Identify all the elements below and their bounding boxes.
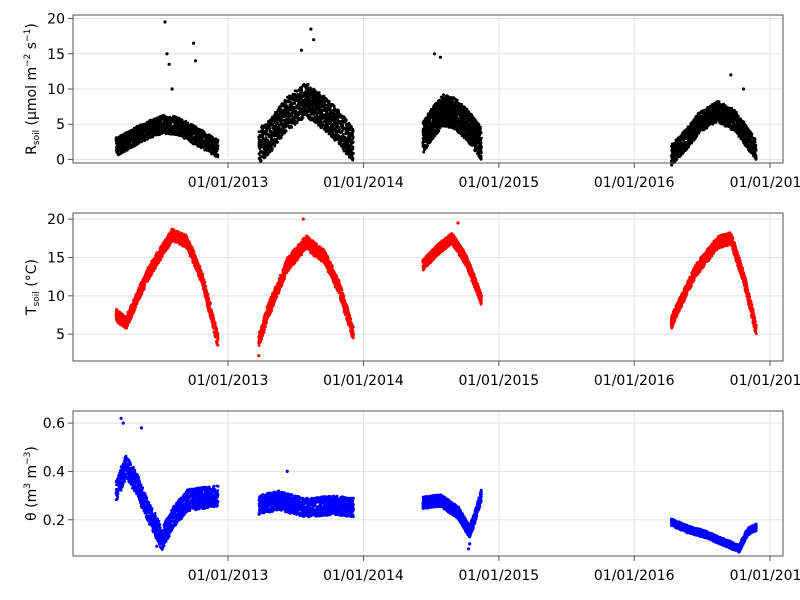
soil-respiration-point-4209 bbox=[432, 52, 437, 56]
soil-respiration-point-2923 bbox=[426, 144, 429, 148]
panel-soil-respiration: 01/01/2013 01/01/2014 01/01/2015 01/01/2016… bbox=[23, 12, 800, 191]
soil-respiration-points bbox=[114, 20, 758, 167]
soil-respiration-point-4187 bbox=[478, 127, 482, 131]
soil-respiration-point-1936 bbox=[293, 102, 297, 105]
soil-respiration-point-1648 bbox=[273, 143, 277, 147]
soil-respiration-point-1889 bbox=[290, 126, 293, 129]
soil-respiration-point-2699 bbox=[344, 118, 348, 122]
soil-respiration-point-1531 bbox=[266, 138, 270, 142]
soil-respiration-point-2229 bbox=[312, 88, 316, 92]
soil-respiration-point-2805 bbox=[351, 157, 355, 160]
soil-respiration-point-2800 bbox=[351, 137, 355, 141]
soil-respiration-point-2601 bbox=[338, 128, 341, 131]
soil-respiration-point-2807 bbox=[312, 38, 316, 42]
soil-respiration-point-2453 bbox=[327, 99, 331, 103]
soil-respiration-point-1399 bbox=[216, 139, 220, 143]
soil-respiration-point-4201 bbox=[479, 130, 483, 134]
soil-respiration-point-2654 bbox=[341, 132, 345, 136]
soil-respiration-point-4208 bbox=[480, 151, 483, 155]
soil-respiration-point-4206 bbox=[480, 145, 483, 149]
soil-respiration-point-1394 bbox=[216, 154, 220, 158]
soil-respiration-point-443 bbox=[146, 128, 150, 132]
soil-respiration-point-4202 bbox=[480, 136, 483, 140]
soil-respiration-point-3635 bbox=[455, 98, 459, 102]
soil-respiration-point-4204 bbox=[479, 141, 483, 145]
soil-respiration-point-1683 bbox=[275, 140, 279, 144]
soil-respiration-point-2055 bbox=[301, 116, 305, 119]
soil-respiration-point-1540 bbox=[266, 153, 269, 157]
soil-respiration-point-1606 bbox=[270, 147, 274, 151]
soil-respiration-point-2806 bbox=[309, 27, 313, 31]
soil-respiration-point-1613 bbox=[271, 122, 275, 126]
soil-respiration-point-1402 bbox=[167, 62, 171, 66]
soil-respiration-point-1405 bbox=[194, 59, 198, 63]
soil-respiration-point-1739 bbox=[279, 136, 283, 140]
soil-respiration-point-1502 bbox=[263, 155, 267, 159]
soil-respiration-point-1404 bbox=[192, 41, 196, 45]
soil-respiration-point-2832 bbox=[422, 150, 426, 154]
soil-respiration-point-2804 bbox=[351, 140, 355, 144]
soil-respiration-point-1439 bbox=[259, 159, 263, 162]
soil-respiration-point-2651 bbox=[341, 123, 344, 127]
soil-respiration-point-2293 bbox=[317, 91, 321, 94]
soil-respiration-point-1298 bbox=[208, 150, 212, 153]
soil-respiration-point-1525 bbox=[265, 128, 268, 132]
soil-respiration-point-2802 bbox=[351, 129, 355, 133]
soil-respiration-point-4167 bbox=[478, 133, 482, 137]
soil-respiration-point-1809 bbox=[284, 129, 288, 133]
soil-respiration-point-2130 bbox=[306, 83, 310, 86]
soil-respiration-point-3063 bbox=[431, 117, 435, 121]
soil-respiration-point-2389 bbox=[324, 106, 327, 110]
soil-respiration-point-4207 bbox=[479, 157, 483, 161]
soil-respiration-point-2798 bbox=[351, 147, 355, 151]
soil-respiration-point-4210 bbox=[438, 55, 442, 59]
soil-respiration-point-2803 bbox=[352, 151, 355, 155]
soil-respiration-point-4634 bbox=[695, 134, 699, 138]
soil-respiration-point-1403 bbox=[170, 87, 174, 91]
soil-respiration-point-1400 bbox=[163, 20, 167, 24]
soil-respiration-point-2808 bbox=[299, 48, 303, 52]
soil-respiration-point-3305 bbox=[442, 93, 445, 97]
soil-respiration-point-1401 bbox=[165, 52, 169, 56]
soil-respiration-point-201 bbox=[128, 142, 132, 146]
soil-respiration-point-1398 bbox=[216, 144, 220, 148]
soil-respiration-point-2327 bbox=[320, 120, 323, 123]
soil-respiration-point-4198 bbox=[479, 154, 483, 158]
soil-respiration-point-1744 bbox=[279, 119, 283, 123]
